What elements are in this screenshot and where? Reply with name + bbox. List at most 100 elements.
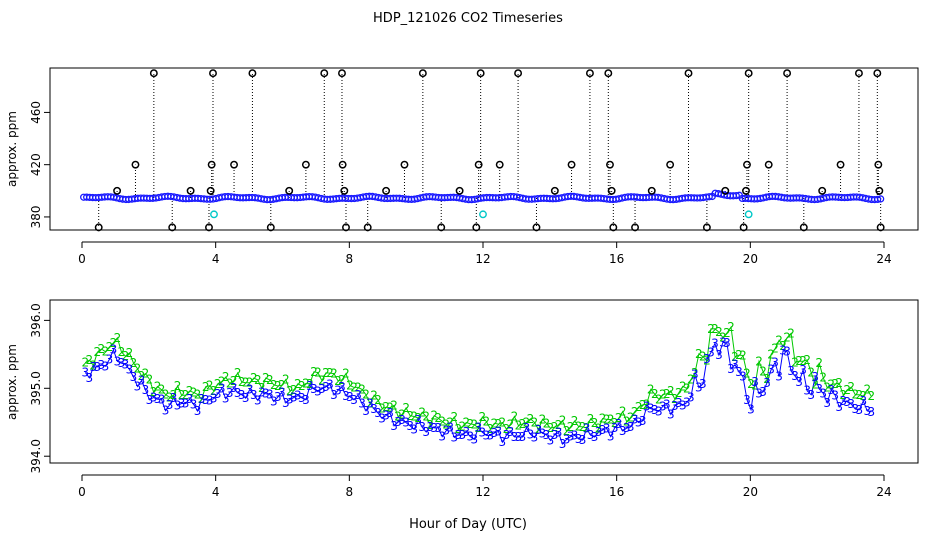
series-2-marker: 2 xyxy=(615,411,623,425)
series-3-marker: 3 xyxy=(366,396,374,410)
series-2-marker: 2 xyxy=(254,373,262,387)
series-2-marker: 2 xyxy=(246,376,254,390)
series-3-marker: 3 xyxy=(479,425,487,439)
series-2-marker: 2 xyxy=(855,388,863,402)
series-3-marker: 3 xyxy=(238,388,246,402)
series-2-marker: 2 xyxy=(110,336,118,350)
series-3-marker: 3 xyxy=(715,348,723,362)
series-2-marker: 2 xyxy=(146,372,154,386)
series-3-marker: 3 xyxy=(202,393,210,407)
series-2-marker: 2 xyxy=(543,416,551,430)
series-2-marker: 2 xyxy=(719,330,727,344)
series-2-marker: 2 xyxy=(519,417,527,431)
series-2-marker: 2 xyxy=(318,374,326,388)
series-2-marker: 2 xyxy=(743,366,751,380)
series-2-marker: 2 xyxy=(807,366,815,380)
series-3-marker: 3 xyxy=(635,415,643,429)
calibration-point xyxy=(567,160,576,169)
baseline-point xyxy=(877,195,885,203)
series-3-marker: 3 xyxy=(867,405,875,419)
series-3-marker: 3 xyxy=(519,430,527,444)
series-2-marker: 2 xyxy=(150,385,158,399)
calibration-point xyxy=(495,160,504,169)
top-y-axis: 380 420 460 xyxy=(29,101,51,228)
series-3-marker: 3 xyxy=(607,430,615,444)
series-3-marker: 3 xyxy=(194,404,202,418)
series-3-marker: 3 xyxy=(687,391,695,405)
series-3-marker: 3 xyxy=(458,428,466,442)
series-3-marker: 3 xyxy=(483,428,491,442)
series-2-marker: 2 xyxy=(819,371,827,385)
calibration-point xyxy=(873,69,882,78)
series-2-marker: 2 xyxy=(495,417,503,431)
series-2-marker: 2 xyxy=(162,388,170,402)
bottom-x-tick-label: 0 xyxy=(78,485,86,499)
series-3-marker: 3 xyxy=(507,425,515,439)
series-3-marker: 3 xyxy=(747,403,755,417)
series-2-marker: 2 xyxy=(747,377,755,391)
series-2-marker: 2 xyxy=(102,345,110,359)
calibration-point xyxy=(338,160,347,169)
series-2-marker: 2 xyxy=(166,390,174,404)
series-2-marker: 2 xyxy=(811,378,819,392)
calibration-point xyxy=(764,160,773,169)
series-2-marker: 2 xyxy=(831,377,839,391)
series-3-marker: 3 xyxy=(414,413,422,427)
series-3-marker: 3 xyxy=(162,404,170,418)
calibration-point xyxy=(340,186,349,195)
bottom-x-tick-label: 4 xyxy=(212,485,220,499)
series-3-marker: 3 xyxy=(831,388,839,402)
series-2-marker: 2 xyxy=(234,366,242,380)
series-2-marker: 2 xyxy=(114,331,122,345)
series-3-marker: 3 xyxy=(98,358,106,372)
series-2-marker: 2 xyxy=(595,421,603,435)
series-2-marker: 2 xyxy=(86,353,94,367)
series-2-marker: 2 xyxy=(751,379,759,393)
calibration-point xyxy=(550,186,559,195)
series-2-marker: 2 xyxy=(671,392,679,406)
series-3-marker: 3 xyxy=(515,430,523,444)
series-2-marker: 2 xyxy=(847,380,855,394)
series-3-marker: 3 xyxy=(362,404,370,418)
series-3-marker: 3 xyxy=(470,432,478,446)
series-2-marker: 2 xyxy=(402,401,410,415)
calibration-point xyxy=(783,69,792,78)
calibration-point xyxy=(186,186,195,195)
series-3-marker: 3 xyxy=(134,380,142,394)
series-3-marker: 3 xyxy=(218,381,226,395)
top-x-tick-label: 4 xyxy=(212,252,220,266)
series-3-marker: 3 xyxy=(551,428,559,442)
series-2-marker: 2 xyxy=(699,350,707,364)
series-2-marker: 2 xyxy=(523,415,531,429)
series-2-marker: 2 xyxy=(342,367,350,381)
series-2-marker: 2 xyxy=(707,322,715,336)
series-3-marker: 3 xyxy=(779,344,787,358)
calibration-point xyxy=(874,160,883,169)
series-3-marker: 3 xyxy=(382,409,390,423)
series-2-marker: 2 xyxy=(218,375,226,389)
calibration-point xyxy=(875,186,884,195)
series-3-marker: 3 xyxy=(527,427,535,441)
series-2-marker: 2 xyxy=(90,358,98,372)
series-3-marker: 3 xyxy=(358,397,366,411)
series-3-marker: 3 xyxy=(262,387,270,401)
series-2-marker: 2 xyxy=(839,388,847,402)
series-3-marker: 3 xyxy=(819,386,827,400)
series-2-marker: 2 xyxy=(190,385,198,399)
series-3-marker: 3 xyxy=(406,419,414,433)
series-2-marker: 2 xyxy=(695,347,703,361)
calibration-point xyxy=(455,186,464,195)
series-2-marker: 2 xyxy=(118,345,126,359)
series-3-marker: 3 xyxy=(839,394,847,408)
top-y-tick-label: 460 xyxy=(29,101,43,124)
series-3-marker: 3 xyxy=(466,430,474,444)
calibration-point xyxy=(607,186,616,195)
calibration-point xyxy=(400,160,409,169)
series-2-marker: 2 xyxy=(370,388,378,402)
calibration-point xyxy=(472,223,481,232)
series-2-marker: 2 xyxy=(326,366,334,380)
calibration-point xyxy=(207,160,216,169)
series-3-marker: 3 xyxy=(290,390,298,404)
series-3-marker: 3 xyxy=(583,422,591,436)
series-3-marker: 3 xyxy=(763,376,771,390)
